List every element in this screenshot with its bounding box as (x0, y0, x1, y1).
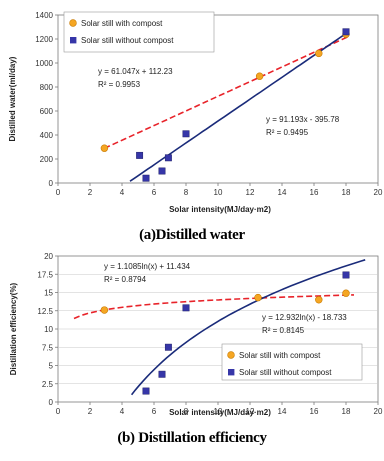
data-point-series-1 (254, 293, 262, 302)
data-point-series-2 (136, 151, 144, 159)
data-point-series-2 (342, 271, 350, 279)
data-point-series-1 (100, 144, 109, 152)
x-tick-label: 8 (184, 407, 189, 416)
trendline-equation: y = 61.047x + 112.23 (98, 67, 173, 76)
legend-marker (70, 37, 77, 44)
legend-marker (228, 369, 235, 376)
data-point-series-2 (164, 343, 172, 351)
y-tick-label: 800 (40, 83, 54, 92)
y-tick-label: 20 (44, 252, 53, 261)
x-tick-label: 4 (120, 188, 125, 197)
legend-box (221, 343, 363, 381)
y-axis-label: Distilled water(ml/day) (8, 56, 17, 141)
data-point-series-2 (182, 304, 190, 312)
trendline-series-2 (130, 259, 366, 396)
data-point-series-1 (342, 289, 350, 297)
y-tick-label: 1400 (35, 11, 53, 20)
x-tick-label: 20 (374, 188, 383, 197)
y-tick-label: 17.5 (37, 270, 53, 279)
figure-caption: (b) Distillation efficiency (117, 430, 267, 446)
x-tick-label: 6 (152, 407, 157, 416)
legend-marker (227, 351, 235, 359)
x-tick-label: 6 (152, 188, 157, 197)
data-point-series-2 (142, 387, 150, 395)
y-tick-label: 1200 (35, 35, 53, 44)
x-tick-label: 10 (214, 188, 223, 197)
trendline-equation: y = 91.193x - 395.78 (266, 115, 340, 124)
y-tick-label: 400 (40, 131, 54, 140)
y-tick-label: 200 (40, 155, 54, 164)
data-point-series-2 (164, 154, 172, 162)
trendline-equation: R² = 0.9953 (98, 80, 141, 89)
legend-label: Solar still without compost (81, 36, 174, 45)
x-tick-label: 14 (278, 407, 287, 416)
x-tick-label: 18 (342, 407, 351, 416)
y-axis-label: Distillation efficiency(%) (9, 282, 18, 375)
data-point-series-1 (315, 49, 323, 58)
data-point-series-2 (142, 174, 150, 182)
data-point-series-2 (182, 130, 190, 138)
trendline-series-1 (73, 294, 355, 320)
x-tick-label: 14 (278, 188, 287, 197)
x-tick-label: 10 (214, 407, 223, 416)
legend-label: Solar still with compost (239, 351, 321, 360)
y-tick-label: 15 (44, 289, 53, 298)
legend-marker (69, 19, 77, 27)
trendline-equation: R² = 0.8145 (262, 326, 305, 335)
y-tick-label: 10 (44, 325, 53, 334)
x-tick-label: 0 (56, 407, 61, 416)
y-tick-label: 0 (49, 398, 54, 407)
figure-caption: (a)Distilled water (139, 227, 245, 243)
data-point-series-1 (100, 306, 109, 314)
y-tick-label: 0 (49, 179, 54, 188)
legend-label: Solar still with compost (81, 19, 163, 28)
data-point-series-1 (315, 296, 323, 304)
trendline-equation: y = 1.1085ln(x) + 11.434 (104, 262, 191, 271)
data-point-series-2 (158, 167, 166, 175)
data-point-series-1 (255, 72, 264, 80)
x-tick-label: 0 (56, 188, 61, 197)
y-tick-label: 5 (49, 362, 54, 371)
y-tick-label: 600 (40, 107, 54, 116)
x-axis-label: Solar intensity(MJ/day·m2) (169, 408, 271, 417)
x-tick-label: 8 (184, 188, 189, 197)
x-tick-label: 2 (88, 407, 93, 416)
legend-label: Solar still without compost (239, 368, 332, 377)
data-point-series-2 (342, 28, 350, 36)
x-tick-label: 20 (374, 407, 383, 416)
trendline-equation: y = 12.932ln(x) - 18.733 (262, 313, 347, 322)
x-tick-label: 12 (246, 188, 255, 197)
trendline-equation: R² = 0.9495 (266, 128, 309, 137)
y-tick-label: 1000 (35, 59, 53, 68)
chart-distilled-water: 0 200 400 600 800 1000 1200 1400 0 2 4 6 8 10 12 14 16 18… (8, 11, 383, 243)
x-tick-label: 16 (310, 188, 319, 197)
x-tick-label: 2 (88, 188, 93, 197)
x-tick-label: 18 (342, 188, 351, 197)
y-tick-label: 12.5 (37, 307, 53, 316)
x-tick-label: 12 (246, 407, 255, 416)
y-tick-label: 2.5 (42, 380, 54, 389)
x-axis-label: Solar intensity(MJ/day·m2) (169, 205, 271, 214)
trendline-equation: R² = 0.8794 (104, 275, 147, 284)
chart-distillation-efficiency: 0 2.5 5 7.5 10 12.5 15 17.5 20 0 2 4 6 8 10 12 14 16 18 20 S… (9, 252, 383, 446)
x-tick-label: 4 (120, 407, 125, 416)
y-tick-label: 7.5 (42, 343, 54, 352)
data-point-series-2 (158, 370, 166, 378)
legend-box (63, 11, 215, 53)
x-tick-label: 16 (310, 407, 319, 416)
